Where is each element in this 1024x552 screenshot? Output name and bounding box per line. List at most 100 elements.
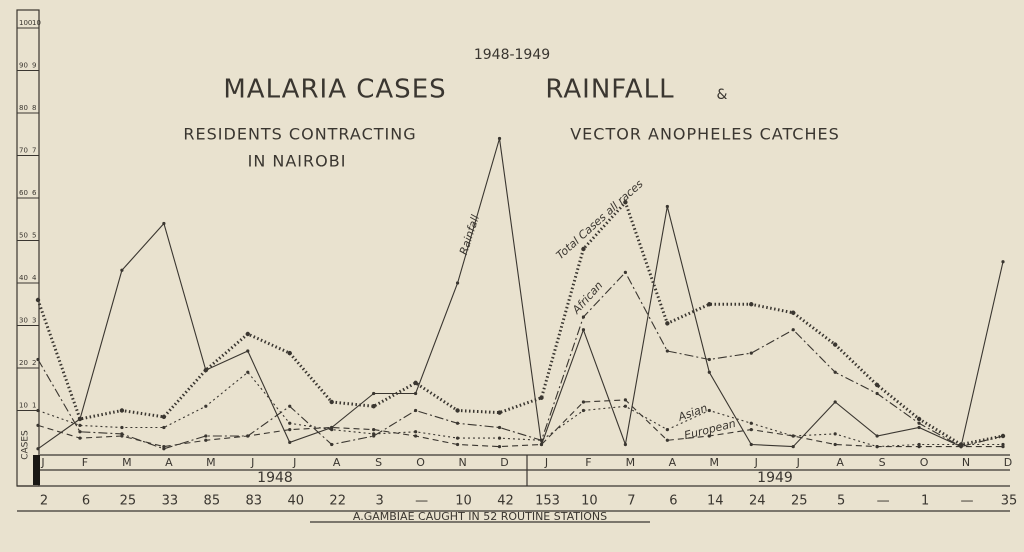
data-point	[875, 434, 879, 438]
data-point	[245, 331, 250, 337]
data-point	[917, 425, 921, 430]
gambiae-count: 10	[581, 494, 598, 509]
x-tick-label: F	[585, 456, 591, 469]
x-tick-label: N	[962, 456, 970, 469]
gambiae-count: 25	[791, 494, 808, 509]
data-point	[623, 442, 627, 447]
data-point	[623, 404, 627, 408]
data-point	[874, 382, 880, 388]
gambiae-count: —	[961, 494, 974, 509]
data-point	[581, 328, 586, 332]
data-point	[959, 445, 963, 449]
series-line	[36, 199, 1004, 447]
data-point	[36, 423, 40, 427]
data-point	[833, 432, 837, 436]
subtitle: RESIDENTS CONTRACTING	[183, 125, 416, 144]
data-point	[78, 430, 82, 434]
x-tick-label: J	[796, 456, 800, 469]
data-point	[36, 447, 40, 451]
y-tick-label: 30	[19, 317, 28, 325]
y2-tick-label: 10	[32, 19, 41, 27]
data-point	[875, 445, 879, 449]
data-point	[36, 357, 40, 362]
data-point	[120, 268, 124, 272]
data-point	[665, 428, 669, 432]
gambiae-count: 85	[204, 494, 221, 509]
gambiae-count: —	[415, 494, 428, 509]
data-point	[162, 425, 166, 430]
data-point	[120, 425, 124, 430]
series-line	[37, 271, 1004, 450]
x-tick-label: S	[375, 456, 382, 469]
x-tick-label: A	[333, 456, 341, 469]
data-point	[288, 428, 292, 432]
data-point	[288, 421, 292, 425]
data-point	[455, 442, 460, 447]
data-point	[330, 442, 334, 447]
data-point	[833, 442, 837, 447]
x-tick-label: M	[122, 456, 132, 469]
gambiae-count: 25	[120, 494, 137, 509]
data-point	[917, 421, 921, 425]
data-point	[119, 408, 125, 413]
data-point	[288, 404, 292, 408]
y-tick-label: 10	[19, 402, 28, 410]
gambiae-count: 33	[162, 494, 179, 509]
y2-tick-label: 5	[32, 232, 36, 240]
data-point	[707, 434, 711, 438]
y-tick-label: 40	[19, 274, 28, 282]
gambiae-count: 24	[749, 494, 766, 509]
title-rainfall: RAINFALL	[545, 75, 674, 105]
data-point	[455, 436, 460, 440]
gambiae-count: 10	[455, 494, 472, 509]
subtitle: VECTOR ANOPHELES CATCHES	[570, 125, 840, 144]
x-tick-label: A	[165, 456, 173, 469]
data-point	[749, 442, 753, 447]
x-tick-label: J	[544, 456, 548, 469]
x-tick-label: D	[1004, 456, 1012, 469]
gambiae-count: 83	[246, 494, 263, 509]
y-tick-label: 90	[19, 62, 28, 70]
data-point	[329, 399, 334, 405]
data-point	[749, 428, 753, 432]
gambiae-count: 5	[837, 494, 845, 509]
x-tick-label: D	[500, 456, 508, 469]
y-tick-label: 60	[19, 189, 28, 197]
data-point	[707, 408, 711, 413]
data-point	[162, 445, 166, 449]
data-point	[246, 349, 250, 353]
gambiae-count: 22	[329, 494, 346, 509]
data-point	[330, 425, 334, 430]
data-point	[791, 445, 795, 449]
data-point	[581, 315, 586, 319]
data-point	[162, 221, 166, 226]
x-tick-label: J	[40, 456, 44, 469]
data-point	[665, 349, 669, 353]
data-point	[497, 425, 502, 430]
gambiae-count: —	[877, 494, 890, 509]
y-tick-label: 100	[19, 19, 32, 27]
x-tick-label: O	[920, 456, 929, 469]
data-point	[497, 436, 502, 440]
data-point	[78, 417, 82, 421]
data-point	[455, 408, 460, 413]
data-point	[414, 434, 418, 438]
data-point	[749, 302, 754, 307]
data-point	[414, 391, 418, 396]
data-point	[832, 342, 838, 347]
data-point	[497, 445, 502, 449]
gambiae-count: 1	[921, 494, 929, 509]
x-tick-label: N	[458, 456, 466, 469]
y-axis-label: CASES	[21, 430, 31, 460]
data-point	[287, 350, 292, 356]
series-line	[37, 399, 1003, 448]
gambiae-count: 2	[40, 494, 48, 509]
data-point	[707, 302, 712, 307]
gambiae-count: 6	[82, 494, 90, 509]
y-tick-label: 70	[19, 147, 28, 155]
data-point	[581, 408, 586, 413]
data-point	[581, 400, 586, 404]
x-tick-label: A	[669, 456, 677, 469]
